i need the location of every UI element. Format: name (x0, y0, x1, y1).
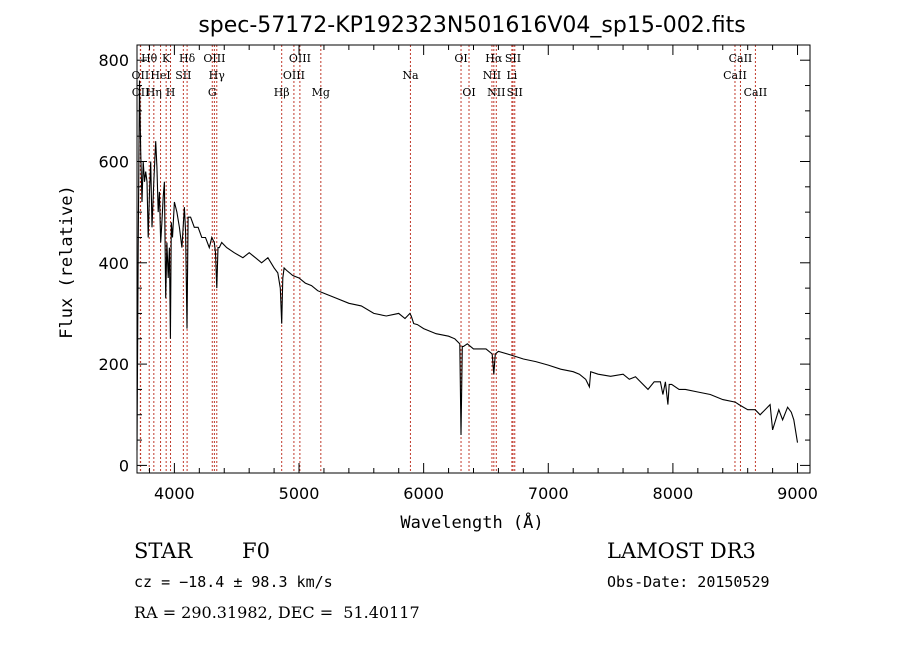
line-label-20: Hα (485, 52, 503, 65)
coordinates: RA = 290.31982, DEC = 51.40117 (134, 603, 420, 622)
flux-series-line (136, 80, 799, 451)
line-label-17: OI (454, 52, 467, 65)
y-tick-label-200: 200 (98, 355, 129, 374)
line-label-27: CaII (744, 86, 768, 99)
line-label-13: OIII (283, 69, 305, 82)
line-label-12: Hβ (274, 86, 290, 99)
axis-ticks (137, 45, 810, 473)
line-label-2: Hθ (141, 52, 158, 65)
line-label-15: Mg (312, 86, 330, 99)
line-label-8: Hδ (179, 52, 196, 65)
line-label-16: Na (402, 69, 419, 82)
obs-date: Obs-Date: 20150529 (607, 573, 770, 591)
line-label-22: Li (506, 69, 517, 82)
line-label-24: SII (507, 86, 523, 99)
y-axis-label: Flux (relative) (57, 185, 77, 339)
line-label-21: NII (487, 86, 505, 99)
x-tick-label-9000: 9000 (777, 484, 818, 503)
line-label-26: CaII (729, 52, 753, 65)
line-label-4: HeI (150, 69, 170, 82)
line-label-3: Hη (146, 86, 162, 99)
line-label-11: Hγ (209, 69, 226, 82)
line-label-25: CaII (723, 69, 747, 82)
line-label-14: OIII (289, 52, 311, 65)
x-tick-label-7000: 7000 (528, 484, 569, 503)
survey-name: LAMOST DR3 (607, 539, 756, 563)
line-label-0: OII (132, 69, 150, 82)
axis-tick-labels: 4000 5000 6000 7000 8000 9000 0 200 400 600 800 (98, 51, 817, 503)
line-label-10: OIII (203, 52, 225, 65)
spectral-line-labels: OII OII Hθ Hη HeI K H SII Hδ G OIII Hγ Hβ OIII OIII Mg N… (132, 52, 768, 99)
line-label-5: K (162, 52, 171, 65)
object-class: STAR (134, 539, 193, 563)
x-tick-label-5000: 5000 (279, 484, 320, 503)
object-subclass: F0 (242, 539, 270, 563)
x-tick-label-8000: 8000 (653, 484, 694, 503)
line-label-7: SII (175, 69, 191, 82)
plot-frame (136, 44, 811, 474)
line-label-19: NII (483, 69, 501, 82)
line-label-1: OII (132, 86, 150, 99)
chart-title: spec-57172-KP192323N501616V04_sp15-002.f… (198, 13, 745, 38)
x-tick-label-6000: 6000 (403, 484, 444, 503)
line-label-18: OI (462, 86, 475, 99)
spectral-line-markers (139, 45, 756, 473)
y-tick-label-600: 600 (98, 152, 129, 171)
line-label-9: G (208, 86, 217, 99)
y-tick-label-800: 800 (98, 51, 129, 70)
y-tick-label-0: 0 (119, 456, 129, 475)
line-label-23: SII (505, 52, 521, 65)
line-label-6: H (166, 86, 176, 99)
x-axis-label: Wavelength (Å) (400, 511, 543, 533)
x-tick-label-4000: 4000 (154, 484, 195, 503)
redshift-readout: cz = −18.4 ± 98.3 km/s (134, 573, 333, 591)
y-tick-label-400: 400 (98, 254, 129, 273)
